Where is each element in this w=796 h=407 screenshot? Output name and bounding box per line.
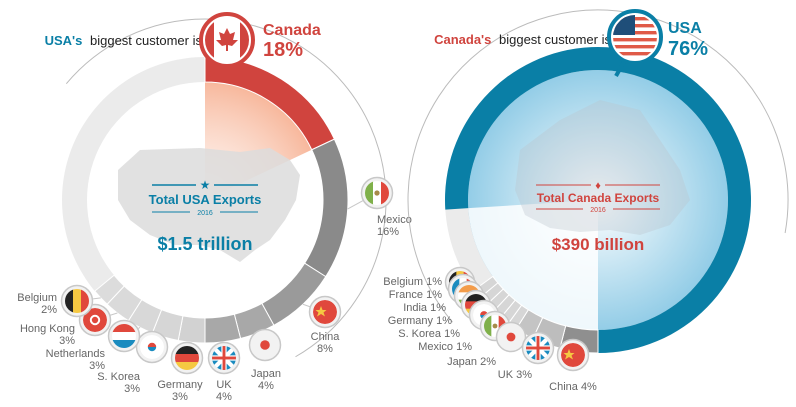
maple-leaf-icon: ♦	[595, 180, 601, 192]
country-labels: China 4% UK 3%Japan 2% Mexico 1%S. Korea 1…	[383, 276, 597, 393]
country-name: UK	[216, 379, 232, 391]
country-pct: 16%	[377, 226, 399, 238]
country-name: S. Korea	[97, 371, 141, 383]
country-pct: 3%	[89, 360, 105, 372]
slice-mexico	[303, 138, 349, 278]
country-name: Netherlands	[46, 348, 106, 360]
japan-flag-icon	[248, 328, 282, 362]
usa-map-silhouette	[118, 148, 300, 262]
usa-exports-panel: Mexico 16%China 8%Japan 4%UK 4%Germany 3%S. K…	[17, 12, 412, 403]
country-name: Mexico	[377, 214, 412, 226]
south-korea-flag-icon	[135, 330, 169, 364]
country-label-hong-kong: Hong Kong 3%	[20, 323, 75, 347]
canada-flag-icon	[199, 12, 255, 77]
country-label-japan: Japan 2%	[447, 356, 496, 368]
center-year: 2016	[197, 210, 213, 217]
uk-flag-icon	[521, 331, 555, 365]
country-label-germany: Germany 3%	[157, 379, 203, 403]
slice-belgium	[94, 274, 125, 305]
usa-header: USA's biggest customer is	[45, 33, 203, 48]
country-label-belgium: Belgium 2%	[17, 292, 57, 316]
outer-guide-arc	[65, 18, 387, 358]
country-pct: 2%	[41, 304, 57, 316]
germany-flag-icon	[170, 341, 204, 375]
top-customer-pct: 18%	[263, 39, 303, 61]
center-value: $1.5 trillion	[157, 234, 252, 254]
country-pct: 4%	[258, 380, 274, 392]
center-value: $390 billion	[552, 235, 645, 254]
country-name: Hong Kong	[20, 323, 75, 335]
center-title: Total USA Exports	[149, 192, 262, 207]
country-label-mexico: Mexico 16%	[377, 214, 412, 238]
country-name: Germany	[157, 379, 203, 391]
country-label-france: France 1%	[389, 289, 442, 301]
country-label-s-korea: S. Korea 3%	[97, 371, 141, 395]
belgium-flag-icon	[60, 284, 94, 318]
country-pct: 3%	[59, 335, 75, 347]
usa-flag-icon	[607, 9, 663, 77]
non-usa-wedge	[468, 200, 598, 330]
slice-uk	[204, 313, 242, 344]
japan-flag-icon	[495, 321, 527, 353]
star-icon: ★	[200, 178, 211, 192]
country-labels: Mexico 16%China 8%Japan 4%UK 4%Germany 3%S. K…	[17, 214, 412, 403]
country-label-germany: Germany 1%	[388, 315, 452, 327]
china-flag-icon	[308, 295, 342, 329]
country-label-uk: UK 4%	[216, 379, 232, 403]
country-name: Japan	[251, 368, 281, 380]
top-customer-pct: 76%	[668, 38, 708, 60]
country-pct: 3%	[172, 391, 188, 403]
country-label-netherlands: Netherlands 3%	[46, 348, 106, 372]
country-pct: 3%	[124, 383, 140, 395]
header-country: Canada's	[434, 32, 491, 47]
country-label-india: India 1%	[403, 302, 446, 314]
country-label-uk: UK 3%	[498, 369, 532, 381]
canada-exports-panel: China 4% UK 3%Japan 2% Mexico 1%S. Korea 1…	[383, 9, 789, 393]
country-label-china: China 4%	[549, 381, 597, 393]
mexico-flag-icon	[360, 176, 394, 210]
netherlands-flag-icon	[107, 319, 141, 353]
country-pct: 4%	[216, 391, 232, 403]
country-label-japan: Japan 4%	[251, 368, 281, 392]
country-label-china: China 8%	[311, 331, 341, 355]
header-country: USA's	[45, 33, 83, 48]
header-rest: biggest customer is	[90, 33, 202, 48]
china-flag-icon	[556, 338, 590, 372]
country-label-belgium: Belgium 1%	[383, 276, 442, 288]
center-title: Total Canada Exports	[537, 191, 660, 205]
canada-map-silhouette	[515, 100, 690, 235]
country-flags	[444, 266, 590, 372]
top-customer-name: Canada	[263, 22, 321, 39]
canada-header: Canada's biggest customer is	[434, 32, 611, 47]
uk-flag-icon	[207, 341, 241, 375]
country-label-s-korea: S. Korea 1%	[398, 328, 460, 340]
outer-guide-arc	[407, 9, 789, 323]
country-flags	[60, 176, 394, 375]
country-name: Belgium	[17, 292, 57, 304]
top-customer-name: USA	[668, 20, 702, 37]
country-pct: 8%	[317, 343, 333, 355]
country-label-mexico: Mexico 1%	[418, 341, 472, 353]
header-rest: biggest customer is	[499, 32, 611, 47]
center-year: 2016	[590, 207, 606, 214]
country-name: China	[311, 331, 341, 343]
